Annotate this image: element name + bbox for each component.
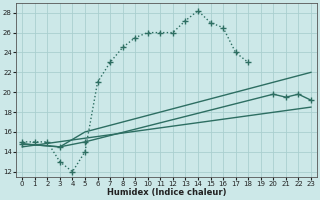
X-axis label: Humidex (Indice chaleur): Humidex (Indice chaleur) — [107, 188, 226, 197]
